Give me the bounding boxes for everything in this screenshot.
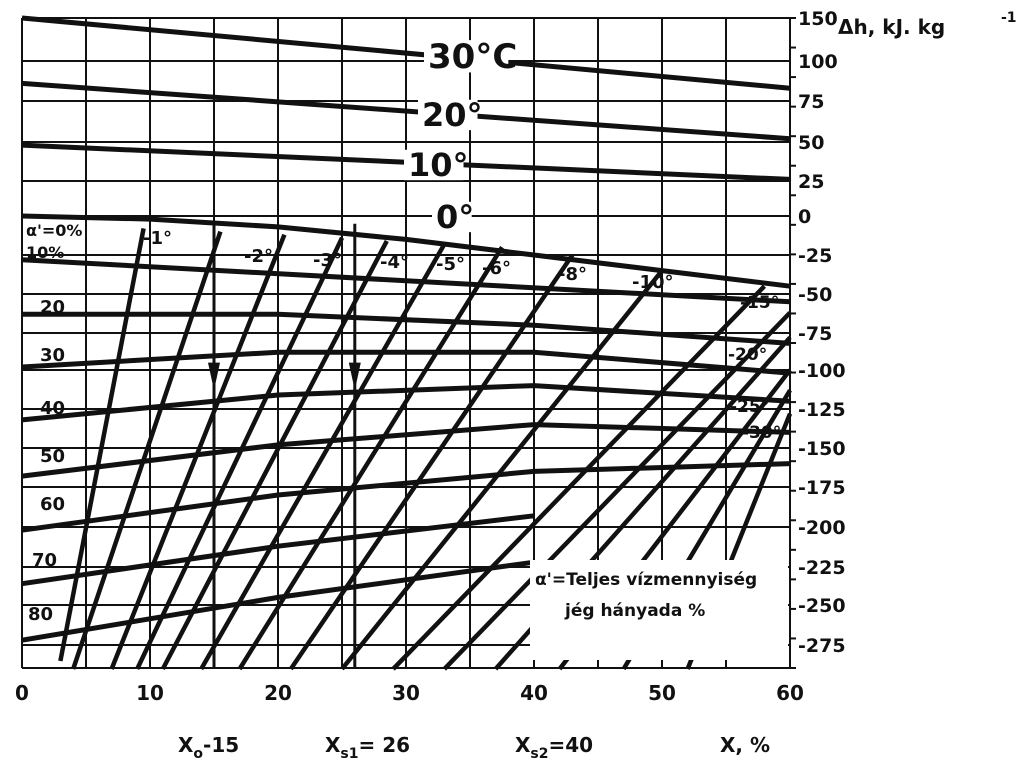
temperature-label-bg [432, 201, 472, 233]
y-tick-label: -200 [798, 517, 846, 539]
legend-line-2: jég hányada % [564, 601, 705, 621]
y-tick-label: -25 [798, 245, 832, 267]
temperature-label: 30°C [428, 37, 517, 77]
ice-fraction-curve [22, 311, 791, 346]
temperature-ray [109, 233, 287, 670]
x-tick-label: 30 [392, 681, 420, 705]
y-tick-label: -275 [798, 635, 846, 657]
ice-fraction-label: 40 [40, 398, 65, 419]
x-tick-label: 60 [776, 681, 804, 705]
ice-fraction-label: 60 [40, 494, 65, 515]
ice-fraction-label: α'=0% [26, 221, 82, 240]
x-tick-label: 50 [648, 681, 676, 705]
arrow-down-icon [348, 362, 361, 391]
y-tick-label: -75 [798, 323, 832, 345]
x-tick-label: 20 [264, 681, 292, 705]
subzero-temperature-label: -15° [740, 293, 779, 313]
ice-fraction-curve [21, 349, 791, 376]
composition-marker-label: Xs2=40 [515, 733, 593, 762]
subzero-temperature-label: -5° [436, 254, 465, 275]
ice-fraction-label: 50 [40, 446, 65, 467]
y-tick-label: 50 [798, 132, 824, 154]
y-axis-label-exponent: -1 [1001, 10, 1017, 26]
temperature-line [21, 80, 791, 142]
ice-fraction-label: 30 [40, 345, 65, 366]
temperature-ray [237, 246, 504, 671]
temperature-ray [71, 230, 223, 670]
y-tick-label: -150 [798, 438, 846, 460]
temperature-ray [391, 284, 767, 671]
subzero-temperature-label: -10° [632, 272, 674, 293]
y-tick-label: -225 [798, 557, 846, 579]
ticks: 1501007550250-25-50-75-100-125-150-175-2… [15, 8, 846, 762]
temperature-ray [442, 311, 792, 671]
x-tick-label: 40 [520, 681, 548, 705]
legend-line-1: α'=Teljes vízmennyiség [535, 570, 757, 590]
subzero-temperature-label: -4° [380, 252, 409, 273]
y-tick-label: -250 [798, 595, 846, 617]
subzero-temperature-label: -1° [143, 228, 172, 249]
y-tick-label: 25 [798, 171, 824, 193]
temperature-label: 20° [422, 96, 483, 134]
arrow-down-icon [208, 362, 220, 391]
ice-fraction-label: 70 [32, 550, 57, 571]
ice-fraction-label: 20 [40, 297, 65, 318]
x-axis-label: X, % [720, 733, 770, 757]
temperature-ray [58, 228, 146, 662]
temperature-ray [160, 239, 389, 671]
subzero-temperature-label: -25° [730, 397, 769, 417]
y-tick-label: -50 [798, 284, 832, 306]
y-tick-label: -175 [798, 477, 846, 499]
x-tick-label: 0 [15, 681, 29, 705]
composition-markers [208, 223, 361, 668]
ice-fraction-curve [21, 559, 535, 643]
y-tick-label: -125 [798, 399, 846, 421]
x-tick-label: 10 [136, 681, 164, 705]
temperature-ray [288, 253, 575, 671]
y-axis-label: Δh, kJ. kg [838, 15, 945, 39]
y-tick-label: -100 [798, 360, 846, 382]
subzero-temperature-label: -2° [244, 246, 273, 267]
subzero-temperature-label: -3° [313, 250, 342, 271]
ice-fraction-curve [21, 422, 791, 479]
temperature-rays [58, 228, 793, 671]
ice-fraction-label: 80 [28, 604, 53, 625]
temperature-ray [135, 236, 345, 670]
ice-fraction-curve [21, 257, 791, 305]
temperature-ray [340, 269, 664, 671]
subzero-temperature-label: -8° [558, 264, 587, 285]
temperature-line [21, 15, 791, 91]
subzero-temperature-label: -30° [742, 423, 781, 443]
subzero-temperature-label: -6° [482, 258, 511, 279]
curve-labels: 30°C 20° 10° 0° -1° -2° -3° -4° -5° -6° -8° -10° -15… [26, 37, 781, 625]
ice-fraction-label: 10% [26, 243, 64, 262]
temperature-ray [199, 242, 447, 671]
subzero-temperature-label: -20° [728, 345, 767, 365]
y-tick-label: 100 [798, 51, 838, 73]
y-tick-label: 150 [798, 8, 838, 30]
composition-marker-label: Xo-15 [178, 733, 239, 762]
composition-marker-label: Xs1= 26 [325, 733, 410, 762]
temperature-label: 0° [436, 198, 474, 236]
temperature-label-bg [424, 40, 509, 73]
ice-fraction-curve [21, 461, 791, 533]
temperature-label: 10° [408, 146, 469, 184]
y-tick-label: 0 [798, 206, 811, 228]
temperature-label-bg [418, 99, 478, 131]
legend-box-background [530, 560, 788, 660]
y-tick-label: 75 [798, 91, 824, 113]
temperature-label-bg [404, 149, 464, 181]
